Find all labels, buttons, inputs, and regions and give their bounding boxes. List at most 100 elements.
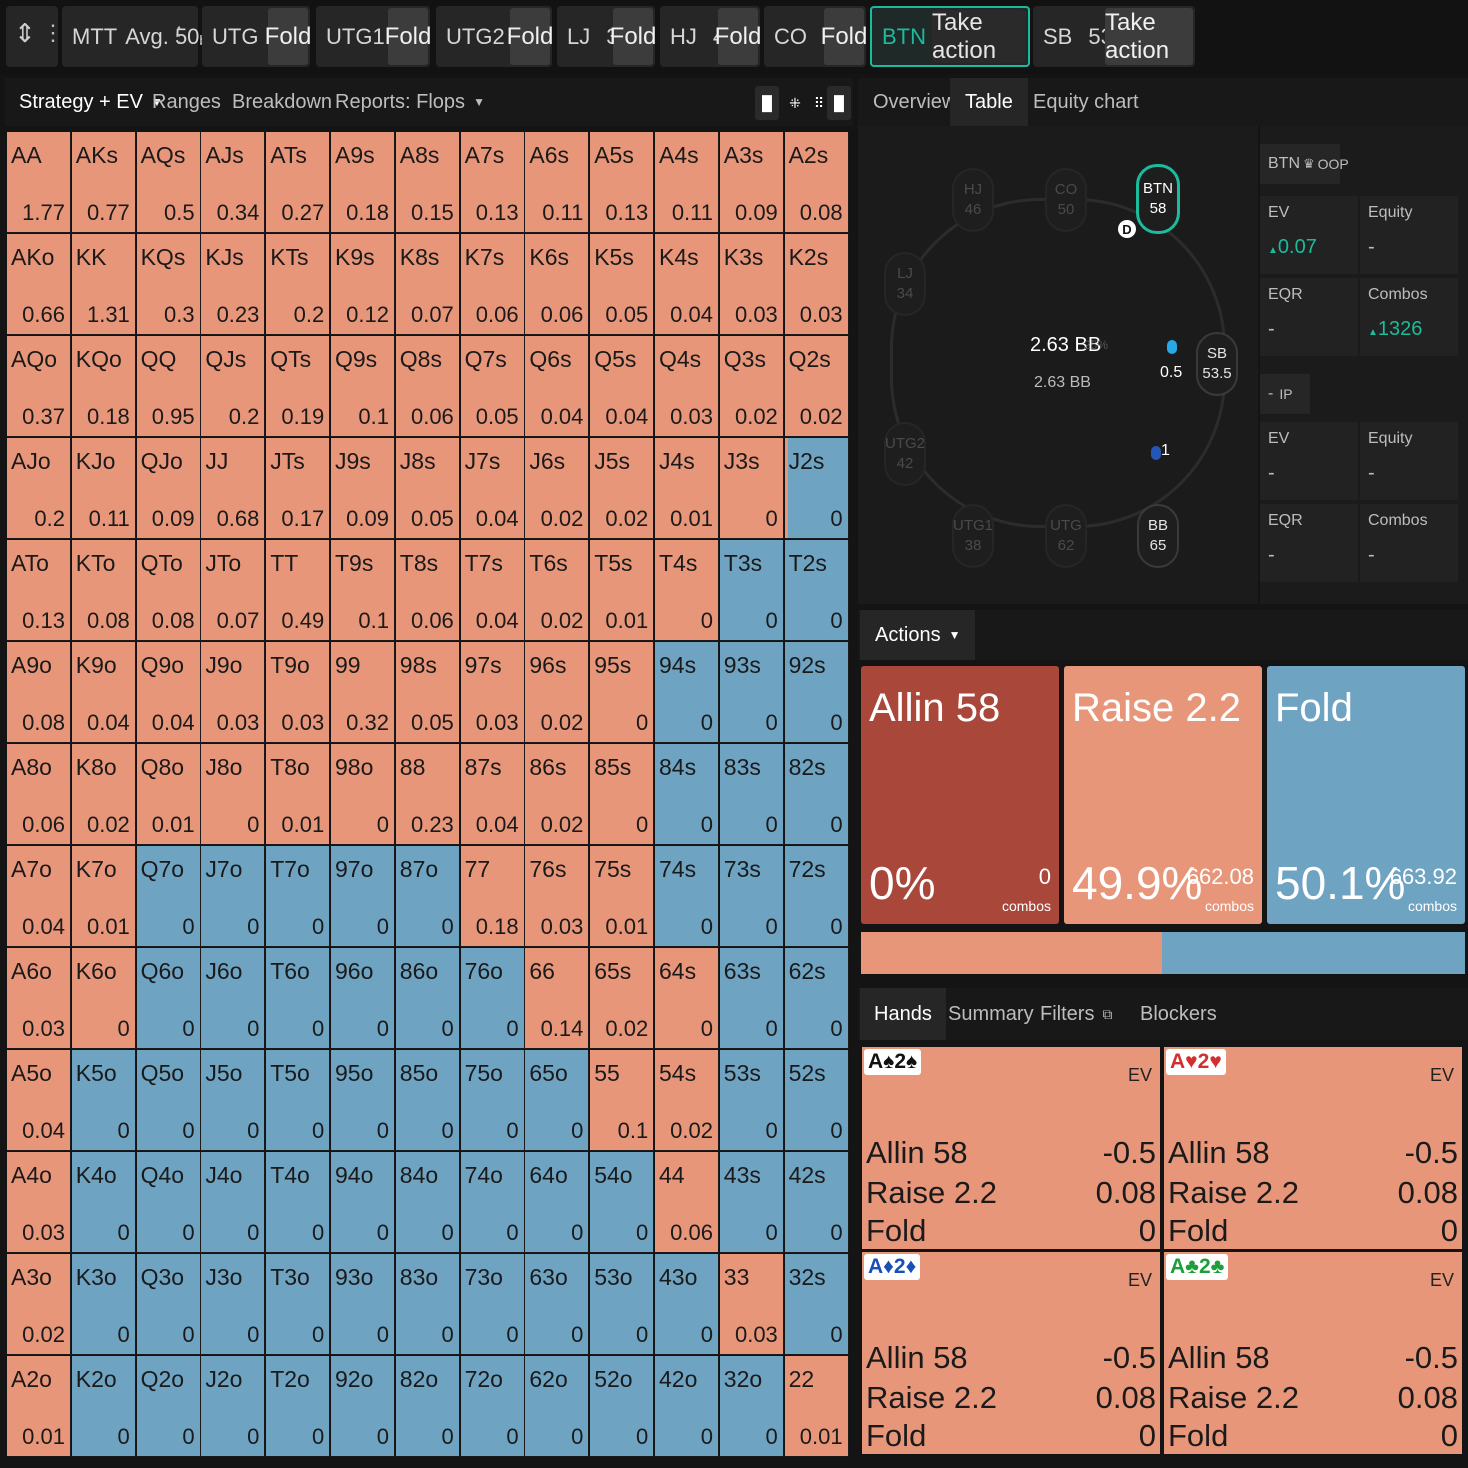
grid-cell[interactable]: T7o 0 bbox=[266, 846, 331, 947]
seat-btn[interactable]: BTN 58 bbox=[1136, 164, 1180, 234]
grid-cell[interactable]: 85s 0 bbox=[590, 744, 655, 845]
grid-cell[interactable]: Q8o 0.01 bbox=[136, 744, 201, 845]
grid-cell[interactable]: A5s 0.13 bbox=[590, 132, 655, 233]
grid-cell[interactable]: A9s 0.18 bbox=[331, 132, 395, 233]
grid-cell[interactable]: 86s 0.02 bbox=[525, 744, 590, 845]
grid-cell[interactable]: AA 1.77 bbox=[7, 132, 71, 233]
grid-cell[interactable]: 72s 0 bbox=[784, 846, 849, 947]
grid-cell[interactable]: 84o 0 bbox=[395, 1152, 460, 1253]
grid-cell[interactable]: K2s 0.03 bbox=[784, 234, 849, 335]
grid-cell[interactable]: JJ 0.68 bbox=[201, 438, 266, 539]
grid-cell[interactable]: A4o 0.03 bbox=[7, 1152, 71, 1253]
position-utg2[interactable]: UTG242Fold bbox=[436, 6, 553, 67]
grid-cell[interactable]: Q2o 0 bbox=[136, 1356, 201, 1457]
seat-hj[interactable]: HJ 46 bbox=[952, 168, 994, 232]
grid-cell[interactable]: J5o 0 bbox=[201, 1050, 266, 1151]
grid-cell[interactable]: Q4s 0.03 bbox=[655, 336, 719, 437]
grid-cell[interactable]: K3s 0.03 bbox=[719, 234, 784, 335]
more-icon[interactable]: ⋮ bbox=[168, 22, 190, 47]
grid-cell[interactable]: AKs 0.77 bbox=[71, 132, 136, 233]
position-action-button[interactable]: Take action bbox=[1105, 8, 1193, 65]
tab-overview[interactable]: Overview bbox=[873, 90, 957, 113]
grid-cell[interactable]: K6s 0.06 bbox=[525, 234, 590, 335]
single-view-icon[interactable]: █ bbox=[755, 86, 779, 120]
position-btn[interactable]: BTN58Take action bbox=[870, 6, 1030, 67]
grid-cell[interactable]: Q5s 0.04 bbox=[590, 336, 655, 437]
grid-cell[interactable]: A2o 0.01 bbox=[7, 1356, 71, 1457]
grid-cell[interactable]: AJs 0.34 bbox=[201, 132, 266, 233]
grid-cell[interactable]: QTo 0.08 bbox=[136, 540, 201, 641]
grid-cell[interactable]: 43o 0 bbox=[655, 1254, 719, 1355]
grid-cell[interactable]: 22 0.01 bbox=[784, 1356, 849, 1457]
grid-cell[interactable]: A8s 0.15 bbox=[395, 132, 460, 233]
grid-cell[interactable]: A4s 0.11 bbox=[655, 132, 719, 233]
grid-cell[interactable]: 76s 0.03 bbox=[525, 846, 590, 947]
grid-cell[interactable]: 99 0.32 bbox=[331, 642, 395, 743]
grid-cell[interactable]: J2s 0 bbox=[784, 438, 849, 539]
actions-dropdown[interactable]: Actions ▼ bbox=[860, 610, 976, 660]
grid-cell[interactable]: J6o 0 bbox=[201, 948, 266, 1049]
position-action-button[interactable]: Fold bbox=[265, 8, 311, 65]
grid-cell[interactable]: 93o 0 bbox=[331, 1254, 395, 1355]
hand-combo-card[interactable]: A♥2♥ EV Allin 58 -0.5 Raise 2.2 0.08 Fold 0 bbox=[1163, 1046, 1463, 1250]
height-icon[interactable]: ⇕ bbox=[14, 18, 36, 48]
grid-cell[interactable]: T8s 0.06 bbox=[395, 540, 460, 641]
grid-cell[interactable]: 75s 0.01 bbox=[590, 846, 655, 947]
grid-cell[interactable]: A2s 0.08 bbox=[784, 132, 849, 233]
position-action-button[interactable]: Take action bbox=[932, 9, 1026, 64]
grid-cell[interactable]: J2o 0 bbox=[201, 1356, 266, 1457]
grid-cell[interactable]: Q3s 0.02 bbox=[719, 336, 784, 437]
grid-cell[interactable]: ATs 0.27 bbox=[266, 132, 331, 233]
grid-cell[interactable]: 96s 0.02 bbox=[525, 642, 590, 743]
action-fold-button[interactable]: Fold 50.1% 663.92 combos bbox=[1267, 666, 1465, 924]
grid-cell[interactable]: J8s 0.05 bbox=[395, 438, 460, 539]
grid-cell[interactable]: 88 0.23 bbox=[395, 744, 460, 845]
strategy-grid[interactable]: AA 1.77 AKs 0.77 AQs 0.5 AJs 0.34 ATs 0.27 A9s 0.18… bbox=[7, 132, 849, 1458]
grid-cell[interactable]: 65s 0.02 bbox=[590, 948, 655, 1049]
grid-cell[interactable]: 95s 0 bbox=[590, 642, 655, 743]
grid-cell[interactable]: 64s 0 bbox=[655, 948, 719, 1049]
grid-cell[interactable]: 66 0.14 bbox=[525, 948, 590, 1049]
grid-cell[interactable]: 62s 0 bbox=[784, 948, 849, 1049]
grid-cell[interactable]: 83s 0 bbox=[719, 744, 784, 845]
grid-cell[interactable]: 97o 0 bbox=[331, 846, 395, 947]
position-action-button[interactable]: Fold bbox=[507, 8, 553, 65]
grid-cell[interactable]: 84s 0 bbox=[655, 744, 719, 845]
grid-cell[interactable]: 73s 0 bbox=[719, 846, 784, 947]
grid-cell[interactable]: Q6s 0.04 bbox=[525, 336, 590, 437]
grid-cell[interactable]: KQs 0.3 bbox=[136, 234, 201, 335]
grid-cell[interactable]: 93s 0 bbox=[719, 642, 784, 743]
grid-cell[interactable]: 43s 0 bbox=[719, 1152, 784, 1253]
grid-cell[interactable]: A3s 0.09 bbox=[719, 132, 784, 233]
grid-cell[interactable]: J3s 0 bbox=[719, 438, 784, 539]
nav-tools[interactable]: ⇕ ⋮ bbox=[6, 6, 64, 67]
grid-cell[interactable]: 92s 0 bbox=[784, 642, 849, 743]
grid-cell[interactable]: 87o 0 bbox=[395, 846, 460, 947]
grid-cell[interactable]: J7o 0 bbox=[201, 846, 266, 947]
grid-cell[interactable]: 54o 0 bbox=[590, 1152, 655, 1253]
grid-cell[interactable]: A7s 0.13 bbox=[460, 132, 525, 233]
grid-cell[interactable]: T3s 0 bbox=[719, 540, 784, 641]
grid-cell[interactable]: TT 0.49 bbox=[266, 540, 331, 641]
full-view-icon[interactable]: █ bbox=[827, 86, 851, 120]
grid-cell[interactable]: 64o 0 bbox=[525, 1152, 590, 1253]
grid-cell[interactable]: A9o 0.08 bbox=[7, 642, 71, 743]
grid-cell[interactable]: 72o 0 bbox=[460, 1356, 525, 1457]
grid-cell[interactable]: Q9o 0.04 bbox=[136, 642, 201, 743]
grid-cell[interactable]: T7s 0.04 bbox=[460, 540, 525, 641]
tab-ranges[interactable]: Ranges bbox=[152, 90, 221, 113]
grid-cell[interactable]: K3o 0 bbox=[71, 1254, 136, 1355]
grid-cell[interactable]: 62o 0 bbox=[525, 1356, 590, 1457]
grid-cell[interactable]: Q9s 0.1 bbox=[331, 336, 395, 437]
grid-cell[interactable]: K6o 0 bbox=[71, 948, 136, 1049]
seat-sb[interactable]: SB 53.5 bbox=[1196, 332, 1238, 396]
grid-cell[interactable]: 75o 0 bbox=[460, 1050, 525, 1151]
grid-cell[interactable]: J5s 0.02 bbox=[590, 438, 655, 539]
grid-cell[interactable]: J7s 0.04 bbox=[460, 438, 525, 539]
grid-cell[interactable]: 73o 0 bbox=[460, 1254, 525, 1355]
tab-reports-flops[interactable]: Reports: Flops ▼ bbox=[335, 78, 485, 126]
action-allin-button[interactable]: Allin 58 0% 0 combos bbox=[861, 666, 1059, 924]
collapse-view-icon[interactable]: ⁜ bbox=[783, 86, 807, 120]
grid-cell[interactable]: T9o 0.03 bbox=[266, 642, 331, 743]
